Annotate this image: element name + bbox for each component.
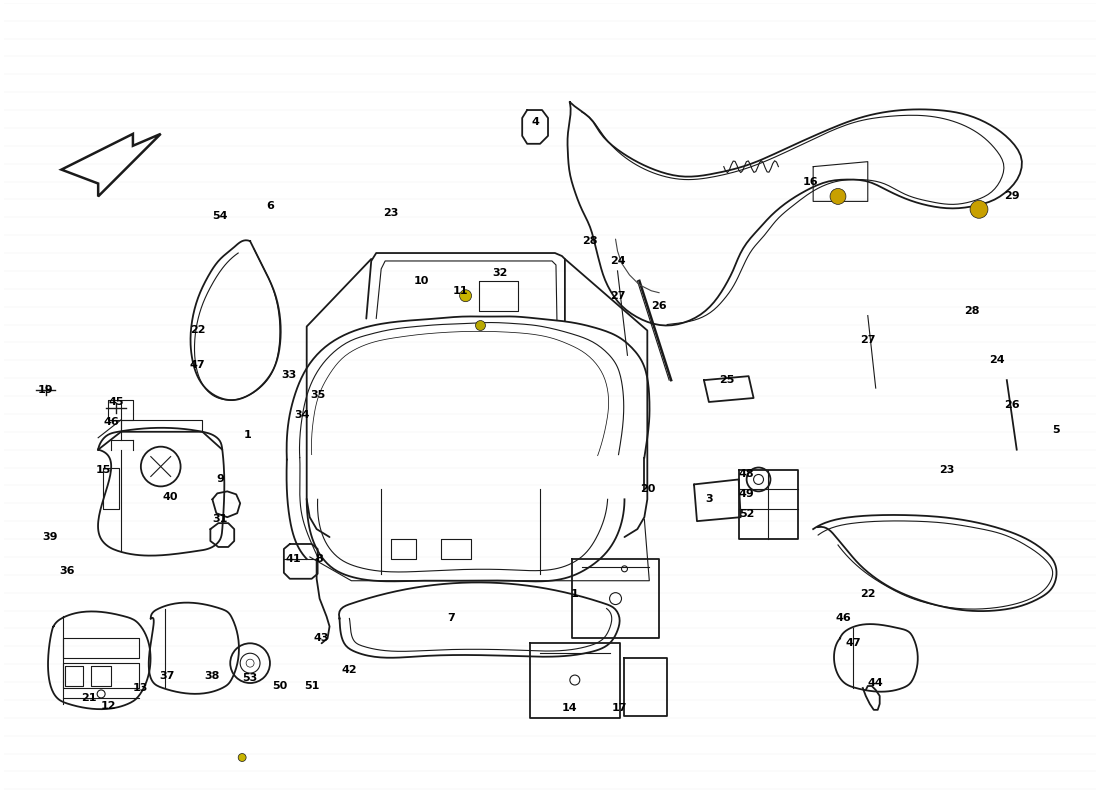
Text: 22: 22 xyxy=(860,589,876,598)
Text: 54: 54 xyxy=(212,211,228,222)
Text: 53: 53 xyxy=(242,673,257,683)
Text: 23: 23 xyxy=(939,465,955,474)
Text: 38: 38 xyxy=(205,671,220,681)
Text: 16: 16 xyxy=(802,177,818,186)
Text: 27: 27 xyxy=(860,335,876,346)
Text: 21: 21 xyxy=(81,693,97,703)
Text: 51: 51 xyxy=(304,681,319,691)
Text: 28: 28 xyxy=(582,236,597,246)
Text: 49: 49 xyxy=(739,490,755,499)
Text: 50: 50 xyxy=(273,681,287,691)
Text: 8: 8 xyxy=(316,554,323,564)
Text: 46: 46 xyxy=(835,614,850,623)
Text: 10: 10 xyxy=(414,276,429,286)
Circle shape xyxy=(460,290,472,302)
Text: 20: 20 xyxy=(639,484,654,494)
Text: 41: 41 xyxy=(286,554,301,564)
Text: 3: 3 xyxy=(705,494,713,504)
Text: 26: 26 xyxy=(651,301,667,310)
Text: 43: 43 xyxy=(314,634,329,643)
Text: 47: 47 xyxy=(845,638,860,648)
Text: 39: 39 xyxy=(43,532,58,542)
Text: 45: 45 xyxy=(108,397,124,407)
Circle shape xyxy=(970,200,988,218)
Text: 4: 4 xyxy=(531,117,539,127)
Circle shape xyxy=(830,189,846,204)
Text: 13: 13 xyxy=(133,683,148,693)
Text: 19: 19 xyxy=(37,385,53,395)
Text: 47: 47 xyxy=(189,360,206,370)
Text: 22: 22 xyxy=(189,326,206,335)
Text: 24: 24 xyxy=(989,355,1004,366)
Text: 15: 15 xyxy=(96,465,111,474)
Text: 34: 34 xyxy=(294,410,309,420)
Text: 6: 6 xyxy=(266,202,274,211)
Text: 52: 52 xyxy=(739,510,755,519)
Text: 25: 25 xyxy=(719,375,735,385)
Text: 46: 46 xyxy=(103,417,119,427)
Text: 5: 5 xyxy=(1053,425,1060,434)
Text: 7: 7 xyxy=(447,614,454,623)
Text: 23: 23 xyxy=(384,208,399,218)
Text: 27: 27 xyxy=(609,290,625,301)
Text: 33: 33 xyxy=(282,370,297,380)
Text: 9: 9 xyxy=(217,474,224,485)
Circle shape xyxy=(475,321,485,330)
Text: 29: 29 xyxy=(1004,191,1020,202)
Text: 24: 24 xyxy=(609,256,625,266)
Text: 26: 26 xyxy=(1004,400,1020,410)
Text: 37: 37 xyxy=(160,671,175,681)
Text: 42: 42 xyxy=(342,665,358,675)
Text: 36: 36 xyxy=(59,566,75,576)
Text: 31: 31 xyxy=(212,514,228,524)
Text: 32: 32 xyxy=(493,268,508,278)
Text: 28: 28 xyxy=(965,306,980,316)
Text: 35: 35 xyxy=(310,390,326,400)
Text: 12: 12 xyxy=(100,701,116,711)
Text: 44: 44 xyxy=(868,678,883,688)
Text: 1: 1 xyxy=(571,589,579,598)
Text: 11: 11 xyxy=(453,286,469,296)
Text: 17: 17 xyxy=(612,703,627,713)
Text: 48: 48 xyxy=(739,470,755,479)
Text: 40: 40 xyxy=(163,492,178,502)
Text: 1: 1 xyxy=(243,430,251,440)
Text: 14: 14 xyxy=(562,703,578,713)
Circle shape xyxy=(239,754,246,762)
